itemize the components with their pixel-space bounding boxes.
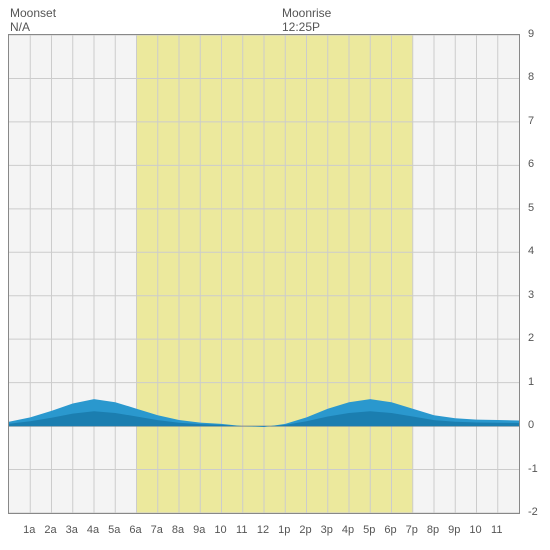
y-tick: 6 — [528, 158, 534, 170]
y-tick: 5 — [528, 202, 534, 214]
moonset-title: Moonset — [10, 6, 56, 20]
x-tick: 2p — [299, 524, 311, 536]
moonrise-label: Moonrise 12:25P — [282, 6, 331, 34]
moonset-value: N/A — [10, 20, 56, 34]
moonset-label: Moonset N/A — [10, 6, 56, 34]
x-tick: 2a — [44, 524, 56, 536]
moonrise-title: Moonrise — [282, 6, 331, 20]
y-tick: 7 — [528, 115, 534, 127]
x-tick: 11 — [236, 524, 247, 536]
plot-svg — [9, 35, 519, 513]
x-tick: 11 — [491, 524, 502, 536]
y-tick: -1 — [528, 463, 538, 475]
x-tick: 10 — [469, 524, 481, 536]
y-tick: 4 — [528, 245, 534, 257]
tide-daylight-chart: Moonset N/A Moonrise 12:25P -2-101234567… — [0, 0, 550, 550]
x-tick: 10 — [214, 524, 226, 536]
y-tick: 8 — [528, 71, 534, 83]
x-tick: 1a — [23, 524, 35, 536]
x-tick: 4p — [342, 524, 354, 536]
x-tick: 6p — [384, 524, 396, 536]
x-tick: 8a — [172, 524, 184, 536]
x-tick: 3a — [66, 524, 78, 536]
x-tick: 6a — [129, 524, 141, 536]
y-tick: 2 — [528, 332, 534, 344]
y-tick: 0 — [528, 419, 534, 431]
x-tick: 5a — [108, 524, 120, 536]
plot-area — [8, 34, 520, 514]
x-tick: 5p — [363, 524, 375, 536]
x-tick: 8p — [427, 524, 439, 536]
x-tick: 4a — [87, 524, 99, 536]
x-tick: 7p — [406, 524, 418, 536]
y-tick: -2 — [528, 506, 538, 518]
y-tick: 1 — [528, 376, 534, 388]
y-axis: -2-10123456789 — [522, 34, 546, 512]
x-tick: 3p — [321, 524, 333, 536]
x-tick: 1p — [278, 524, 290, 536]
x-tick: 9a — [193, 524, 205, 536]
moonrise-value: 12:25P — [282, 20, 331, 34]
x-tick: 7a — [151, 524, 163, 536]
x-tick: 12 — [257, 524, 269, 536]
y-tick: 9 — [528, 28, 534, 40]
x-axis: 1a 2a 3a 4a 5a 6a 7a 8a 9a 10 11 12 1p 2p 3p 4p 5p 6p 7p 8p… — [8, 518, 518, 540]
x-tick: 9p — [448, 524, 460, 536]
y-tick: 3 — [528, 289, 534, 301]
